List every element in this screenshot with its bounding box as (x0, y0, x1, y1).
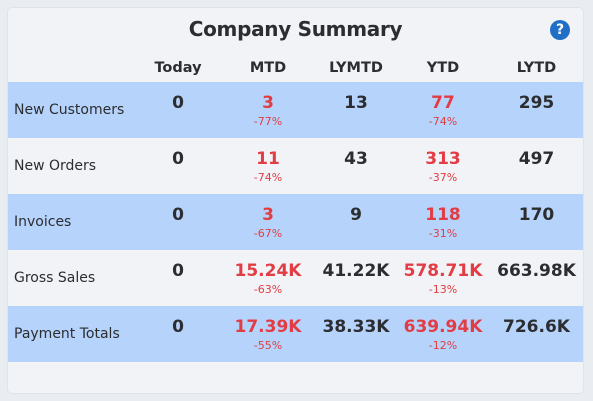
today-cell: 0 (136, 82, 220, 138)
lytd-cell: 663.98K (490, 250, 583, 306)
ytd-cell: 639.94K -12% (396, 306, 490, 362)
today-value: 0 (172, 93, 184, 113)
table-row-payment-totals: Payment Totals 0 17.39K -55% 38.33K 639.9… (8, 306, 583, 362)
lymtd-cell: 13 (316, 82, 396, 138)
mtd-cell: 17.39K -55% (220, 306, 316, 362)
mtd-value: 3 (262, 205, 274, 225)
mtd-change: -74% (253, 171, 283, 184)
column-header-lymtd: LYMTD (329, 59, 383, 76)
column-header-today: Today (154, 59, 202, 76)
ytd-change: -74% (428, 115, 458, 128)
column-header-lytd: LYTD (516, 59, 557, 76)
mtd-cell: 3 -67% (220, 194, 316, 250)
today-value: 0 (172, 261, 184, 281)
mtd-value: 11 (256, 149, 280, 169)
mtd-change: -55% (253, 339, 283, 352)
mtd-cell: 3 -77% (220, 82, 316, 138)
today-value: 0 (172, 205, 184, 225)
mtd-value: 15.24K (234, 261, 302, 281)
row-label: Invoices (8, 194, 136, 250)
column-header-label (8, 53, 136, 82)
ytd-change: -37% (428, 171, 458, 184)
column-header-mtd: MTD (249, 59, 287, 76)
lymtd-cell: 38.33K (316, 306, 396, 362)
mtd-change: -77% (253, 115, 283, 128)
lymtd-cell: 41.22K (316, 250, 396, 306)
ytd-change: -12% (428, 339, 458, 352)
ytd-cell: 313 -37% (396, 138, 490, 194)
table-row-gross-sales: Gross Sales 0 15.24K -63% 41.22K 578.71K -… (8, 250, 583, 306)
today-value: 0 (172, 149, 184, 169)
lymtd-cell: 9 (316, 194, 396, 250)
help-icon[interactable]: ? (550, 20, 570, 40)
row-label: Gross Sales (8, 250, 136, 306)
row-label: New Orders (8, 138, 136, 194)
table-row-new-orders: New Orders 0 11 -74% 43 313 -37% 497 (8, 138, 583, 194)
mtd-cell: 15.24K -63% (220, 250, 316, 306)
widget-title: Company Summary (188, 17, 403, 41)
lymtd-value: 9 (350, 205, 362, 225)
today-cell: 0 (136, 138, 220, 194)
ytd-value: 118 (425, 205, 461, 225)
today-value: 0 (172, 317, 184, 337)
mtd-change: -67% (253, 227, 283, 240)
lymtd-value: 38.33K (322, 317, 390, 337)
lymtd-cell: 43 (316, 138, 396, 194)
ytd-value: 578.71K (403, 261, 483, 281)
lytd-cell: 497 (490, 138, 583, 194)
today-cell: 0 (136, 194, 220, 250)
ytd-value: 313 (425, 149, 461, 169)
mtd-cell: 11 -74% (220, 138, 316, 194)
ytd-value: 639.94K (403, 317, 483, 337)
ytd-cell: 578.71K -13% (396, 250, 490, 306)
table-row-invoices: Invoices 0 3 -67% 9 118 -31% 170 (8, 194, 583, 250)
row-label: Payment Totals (8, 306, 136, 362)
lytd-value: 663.98K (497, 261, 576, 281)
ytd-cell: 77 -74% (396, 82, 490, 138)
lytd-value: 170 (518, 205, 555, 225)
lytd-cell: 170 (490, 194, 583, 250)
lytd-value: 726.6K (503, 317, 570, 337)
header-row: Today MTD LYMTD YTD LYTD (8, 53, 583, 82)
row-label: New Customers (8, 82, 136, 138)
company-summary-card: Company Summary ? Today MTD LYMTD YTD LY… (8, 8, 583, 393)
today-cell: 0 (136, 250, 220, 306)
ytd-change: -13% (428, 283, 458, 296)
ytd-cell: 118 -31% (396, 194, 490, 250)
lytd-cell: 726.6K (490, 306, 583, 362)
lytd-value: 497 (518, 149, 555, 169)
lymtd-value: 13 (344, 93, 368, 113)
table-row-new-customers: New Customers 0 3 -77% 13 77 -74% 295 (8, 82, 583, 138)
summary-table: Today MTD LYMTD YTD LYTD New Customers 0… (8, 53, 583, 362)
ytd-value: 77 (431, 93, 455, 113)
mtd-value: 3 (262, 93, 274, 113)
lytd-cell: 295 (490, 82, 583, 138)
lymtd-value: 43 (344, 149, 368, 169)
lytd-value: 295 (518, 93, 555, 113)
today-cell: 0 (136, 306, 220, 362)
mtd-value: 17.39K (234, 317, 302, 337)
mtd-change: -63% (253, 283, 283, 296)
lymtd-value: 41.22K (322, 261, 390, 281)
column-header-ytd: YTD (426, 59, 460, 76)
ytd-change: -31% (428, 227, 458, 240)
